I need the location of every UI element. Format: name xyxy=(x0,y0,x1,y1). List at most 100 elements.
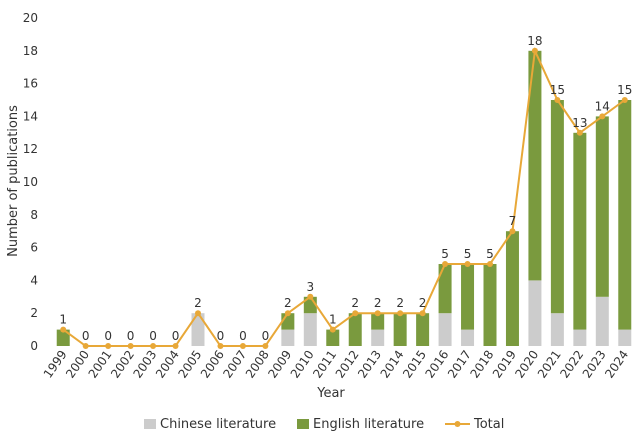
data-label-2014: 2 xyxy=(396,296,404,310)
total-point-2002 xyxy=(127,343,134,349)
x-tick-label-2005: 2005 xyxy=(175,348,204,381)
total-point-2005 xyxy=(195,310,201,317)
total-point-2007 xyxy=(239,343,246,349)
x-axis-label: Year xyxy=(316,386,345,401)
x-tick-label-2011: 2011 xyxy=(310,348,339,381)
y-axis-label: Number of publications xyxy=(6,105,21,257)
legend-swatch-chinese xyxy=(144,419,156,429)
data-label-2018: 5 xyxy=(486,247,494,261)
bar-chinese-2009 xyxy=(281,329,295,346)
data-label-2007: 0 xyxy=(239,329,247,343)
total-point-2012 xyxy=(352,310,359,317)
bar-english-2024 xyxy=(618,100,632,330)
total-point-2010 xyxy=(307,293,314,300)
y-tick-label: 8 xyxy=(30,208,38,222)
total-point-2001 xyxy=(105,343,112,349)
y-tick-label: 14 xyxy=(23,109,38,123)
x-tick-label-2007: 2007 xyxy=(220,348,249,381)
y-tick-label: 16 xyxy=(23,77,38,91)
total-line xyxy=(60,47,628,349)
legend-label-english: English literature xyxy=(313,417,424,432)
bar-chinese-2021 xyxy=(550,313,564,346)
data-label-2008: 0 xyxy=(262,329,270,343)
y-tick-label: 12 xyxy=(23,142,38,156)
data-label-2002: 0 xyxy=(127,329,135,343)
x-tick-label-2000: 2000 xyxy=(63,348,92,381)
x-tick-label-2006: 2006 xyxy=(198,348,227,381)
x-tick-label-2013: 2013 xyxy=(355,348,384,381)
bar-chinese-2023 xyxy=(595,296,609,346)
total-point-2000 xyxy=(82,343,89,349)
data-label-2017: 5 xyxy=(464,247,472,261)
x-tick-label-2018: 2018 xyxy=(467,348,496,381)
total-point-2020 xyxy=(531,47,538,54)
x-tick-label-2002: 2002 xyxy=(108,348,137,381)
bar-chinese-2024 xyxy=(618,329,632,346)
legend-swatch-english xyxy=(297,419,309,429)
x-tick-label-2010: 2010 xyxy=(288,348,317,381)
bar-english-2019 xyxy=(505,231,519,346)
bar-chinese-2022 xyxy=(573,329,587,346)
x-tick-label-2009: 2009 xyxy=(265,348,294,381)
x-tick-label-2014: 2014 xyxy=(378,348,407,381)
data-label-2024: 15 xyxy=(617,83,632,97)
data-label-2012: 2 xyxy=(351,296,359,310)
bar-english-2023 xyxy=(595,116,609,297)
total-point-2006 xyxy=(217,343,224,349)
bar-chinese-2010 xyxy=(303,313,317,346)
total-point-2003 xyxy=(150,343,157,349)
bar-english-2020 xyxy=(528,50,542,281)
data-label-2011: 1 xyxy=(329,313,337,327)
data-label-2001: 0 xyxy=(104,329,112,343)
x-tick-label-2004: 2004 xyxy=(153,348,182,381)
total-point-2017 xyxy=(464,261,471,267)
bar-english-2022 xyxy=(573,132,587,330)
data-label-2004: 0 xyxy=(172,329,180,343)
bar-english-2013 xyxy=(371,313,385,330)
data-label-1999: 1 xyxy=(59,313,67,327)
x-tick-label-1999: 1999 xyxy=(41,348,70,381)
total-point-2013 xyxy=(374,310,381,317)
data-label-2015: 2 xyxy=(419,296,427,310)
legend-label-total: Total xyxy=(473,417,504,432)
y-tick-label: 18 xyxy=(23,44,38,58)
data-label-2016: 5 xyxy=(441,247,449,261)
y-tick-label: 20 xyxy=(23,11,38,25)
x-tick-label-2024: 2024 xyxy=(602,348,631,381)
bar-chinese-2016 xyxy=(438,313,452,346)
y-tick-label: 2 xyxy=(30,306,38,320)
bar-chinese-2013 xyxy=(371,329,385,346)
total-point-2009 xyxy=(284,310,291,317)
x-tick-label-2001: 2001 xyxy=(86,348,115,381)
total-point-2015 xyxy=(419,310,426,317)
bars xyxy=(56,50,632,346)
bar-english-1999 xyxy=(56,329,70,346)
x-tick-label-2008: 2008 xyxy=(243,348,272,381)
x-tick-label-2015: 2015 xyxy=(400,348,429,381)
bar-english-2017 xyxy=(461,264,475,330)
x-tick-label-2003: 2003 xyxy=(131,348,160,381)
total-point-2023 xyxy=(599,113,606,120)
legend-label-chinese: Chinese literature xyxy=(160,417,276,432)
total-point-2004 xyxy=(172,343,179,349)
x-tick-label-2016: 2016 xyxy=(423,348,452,381)
x-tick-label-2022: 2022 xyxy=(557,348,586,381)
bar-english-2018 xyxy=(483,264,497,346)
data-label-2010: 3 xyxy=(306,280,314,294)
data-label-2003: 0 xyxy=(149,329,157,343)
x-tick-labels: 1999200020012002200320042005200620072008… xyxy=(41,348,632,381)
bar-english-2016 xyxy=(438,264,452,314)
data-label-2020: 18 xyxy=(527,34,542,48)
axes: 0 2 4 6 8 10 12 14 16 18 20 xyxy=(23,11,38,353)
x-tick-label-2021: 2021 xyxy=(535,348,564,381)
bar-english-2021 xyxy=(550,100,564,314)
data-label-2013: 2 xyxy=(374,296,382,310)
legend: Chinese literature English literature Tota… xyxy=(144,417,504,432)
total-point-2024 xyxy=(621,97,628,103)
data-label-2021: 15 xyxy=(550,83,565,97)
bar-english-2014 xyxy=(393,313,407,346)
y-tick-label: 6 xyxy=(30,241,38,255)
x-tick-label-2017: 2017 xyxy=(445,348,474,381)
